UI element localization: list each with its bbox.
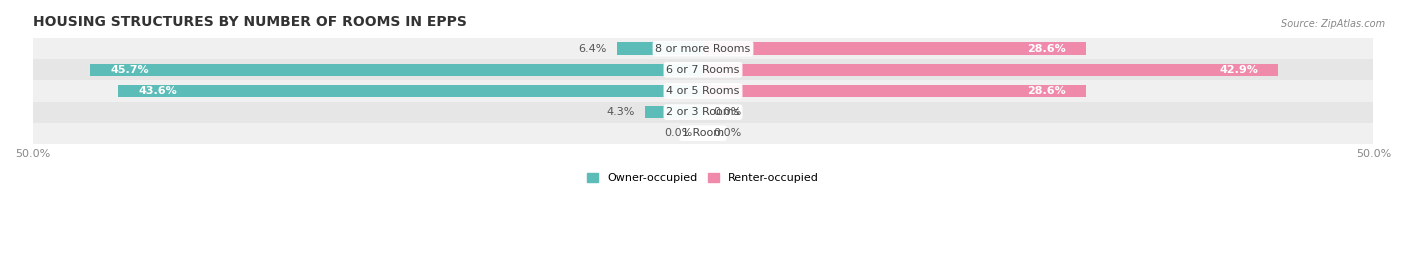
Bar	[703, 85, 1087, 97]
Bar	[703, 63, 1278, 76]
Bar	[90, 63, 703, 76]
Bar	[32, 123, 1374, 144]
Bar	[703, 43, 1087, 55]
Text: 45.7%: 45.7%	[111, 65, 149, 75]
Bar	[617, 43, 703, 55]
Text: 28.6%: 28.6%	[1028, 44, 1066, 54]
Text: 0.0%: 0.0%	[714, 107, 742, 117]
Text: 28.6%: 28.6%	[1028, 86, 1066, 96]
Bar	[32, 38, 1374, 59]
Text: 6 or 7 Rooms: 6 or 7 Rooms	[666, 65, 740, 75]
Text: 8 or more Rooms: 8 or more Rooms	[655, 44, 751, 54]
Text: HOUSING STRUCTURES BY NUMBER OF ROOMS IN EPPS: HOUSING STRUCTURES BY NUMBER OF ROOMS IN…	[32, 15, 467, 29]
Text: 42.9%: 42.9%	[1219, 65, 1258, 75]
Bar	[32, 80, 1374, 101]
Text: 0.0%: 0.0%	[664, 128, 692, 138]
Text: Source: ZipAtlas.com: Source: ZipAtlas.com	[1281, 19, 1385, 29]
Bar	[118, 85, 703, 97]
Bar	[32, 101, 1374, 123]
Bar	[645, 106, 703, 118]
Text: 4 or 5 Rooms: 4 or 5 Rooms	[666, 86, 740, 96]
Text: 2 or 3 Rooms: 2 or 3 Rooms	[666, 107, 740, 117]
Legend: Owner-occupied, Renter-occupied: Owner-occupied, Renter-occupied	[582, 169, 824, 188]
Bar	[32, 59, 1374, 80]
Text: 1 Room: 1 Room	[682, 128, 724, 138]
Text: 4.3%: 4.3%	[606, 107, 634, 117]
Text: 0.0%: 0.0%	[714, 128, 742, 138]
Text: 6.4%: 6.4%	[578, 44, 606, 54]
Text: 43.6%: 43.6%	[139, 86, 177, 96]
